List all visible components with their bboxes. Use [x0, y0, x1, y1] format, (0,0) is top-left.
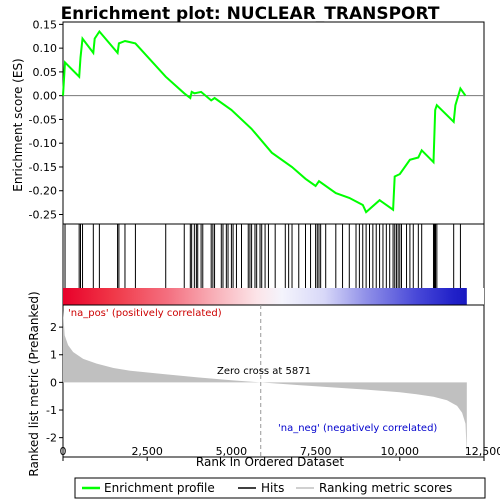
legend-box	[74, 477, 486, 499]
es-ytick-label: -0.05	[29, 113, 57, 126]
zero-cross-label: Zero cross at 5871	[217, 366, 311, 377]
metric-ytick-label: 0	[50, 376, 57, 389]
es-panel	[62, 21, 485, 225]
metric-ylabel: Ranked list metric (PreRanked)	[27, 291, 41, 476]
es-ytick-label: -0.20	[29, 185, 57, 198]
chart-title: Enrichment plot: NUCLEAR_TRANSPORT	[61, 4, 440, 24]
x-tick-label: 0	[60, 445, 67, 458]
rank-color-bar	[63, 288, 484, 305]
es-ylabel: Enrichment score (ES)	[11, 58, 25, 191]
metric-ytick-label: -2	[46, 432, 57, 445]
x-axis-label: Rank in Ordered Dataset	[196, 455, 344, 469]
x-tick-label: 10,000	[381, 445, 420, 458]
legend-label-metric: Ranking metric scores	[319, 481, 452, 495]
neg-label: 'na_neg' (negatively correlated)	[278, 423, 437, 434]
ranking-metric-area	[63, 310, 467, 455]
pos-label: 'na_pos' (positively correlated)	[68, 308, 222, 319]
es-ytick-label: -0.15	[29, 161, 57, 174]
es-ytick-label: 0.10	[33, 42, 58, 55]
x-tick-label: 2,500	[131, 445, 163, 458]
metric-ytick-label: -1	[46, 404, 57, 417]
rank-color-bar-tail	[466, 288, 484, 305]
legend-label-hits: Hits	[261, 481, 284, 495]
es-ytick-label: 0.05	[33, 66, 58, 79]
metric-ytick-label: 1	[50, 349, 57, 362]
legend-label-profile: Enrichment profile	[104, 481, 215, 495]
metric-ytick-label: 2	[50, 321, 57, 334]
es-ytick-label: 0.00	[33, 90, 58, 103]
x-tick-label: 5,000	[216, 445, 248, 458]
es-ytick-label: -0.10	[29, 137, 57, 150]
es-ytick-label: -0.25	[29, 208, 57, 221]
enrichment-profile-line	[62, 29, 467, 214]
x-tick-label: 12,500	[465, 445, 500, 458]
x-tick-label: 7,500	[300, 445, 332, 458]
es-ytick-label: 0.15	[33, 18, 58, 31]
